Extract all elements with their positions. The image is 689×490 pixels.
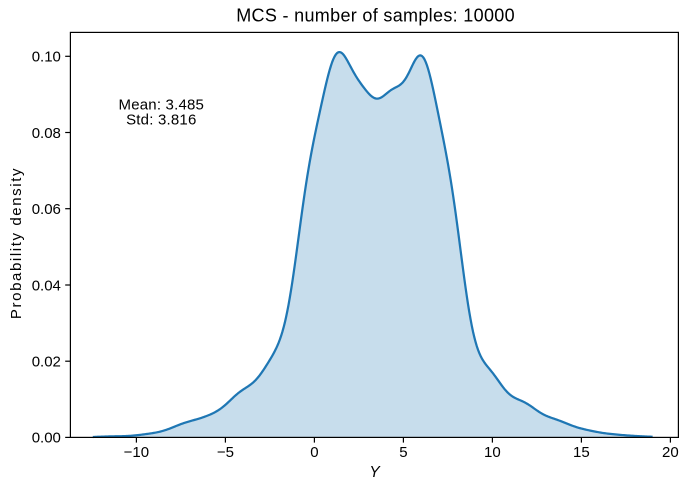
svg-text:15: 15: [573, 444, 590, 461]
svg-text:0.08: 0.08: [32, 125, 61, 142]
svg-text:0.06: 0.06: [32, 201, 61, 218]
svg-text:Y: Y: [369, 464, 381, 481]
svg-text:Mean: 3.485: Mean: 3.485: [119, 97, 205, 114]
svg-text:5: 5: [399, 444, 407, 461]
svg-text:0.04: 0.04: [32, 277, 61, 294]
svg-text:0.00: 0.00: [32, 430, 61, 447]
svg-text:0.10: 0.10: [32, 49, 61, 66]
svg-text:0.02: 0.02: [32, 354, 61, 371]
svg-text:10: 10: [484, 444, 501, 461]
svg-text:−5: −5: [217, 444, 234, 461]
svg-text:0: 0: [310, 444, 318, 461]
svg-text:MCS - number of samples: 10000: MCS - number of samples: 10000: [236, 6, 515, 26]
svg-text:Probability density: Probability density: [8, 167, 25, 319]
svg-text:20: 20: [662, 444, 679, 461]
svg-text:−10: −10: [124, 444, 149, 461]
svg-text:Std: 3.816: Std: 3.816: [126, 112, 196, 129]
